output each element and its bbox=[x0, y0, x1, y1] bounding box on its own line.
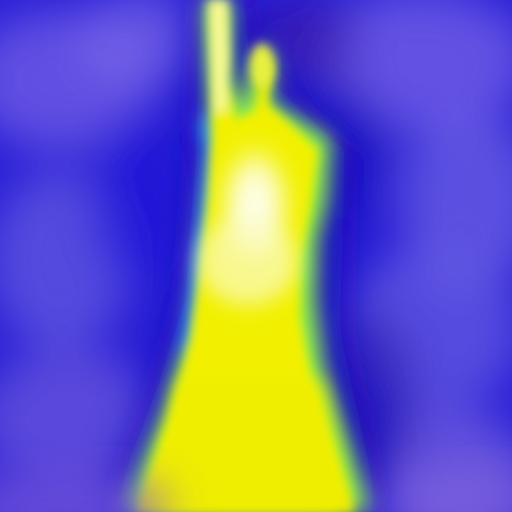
statue-base bbox=[150, 380, 345, 512]
statue-head bbox=[250, 44, 274, 88]
bottom-vignette bbox=[0, 470, 512, 512]
statue-torso-core bbox=[198, 135, 298, 305]
